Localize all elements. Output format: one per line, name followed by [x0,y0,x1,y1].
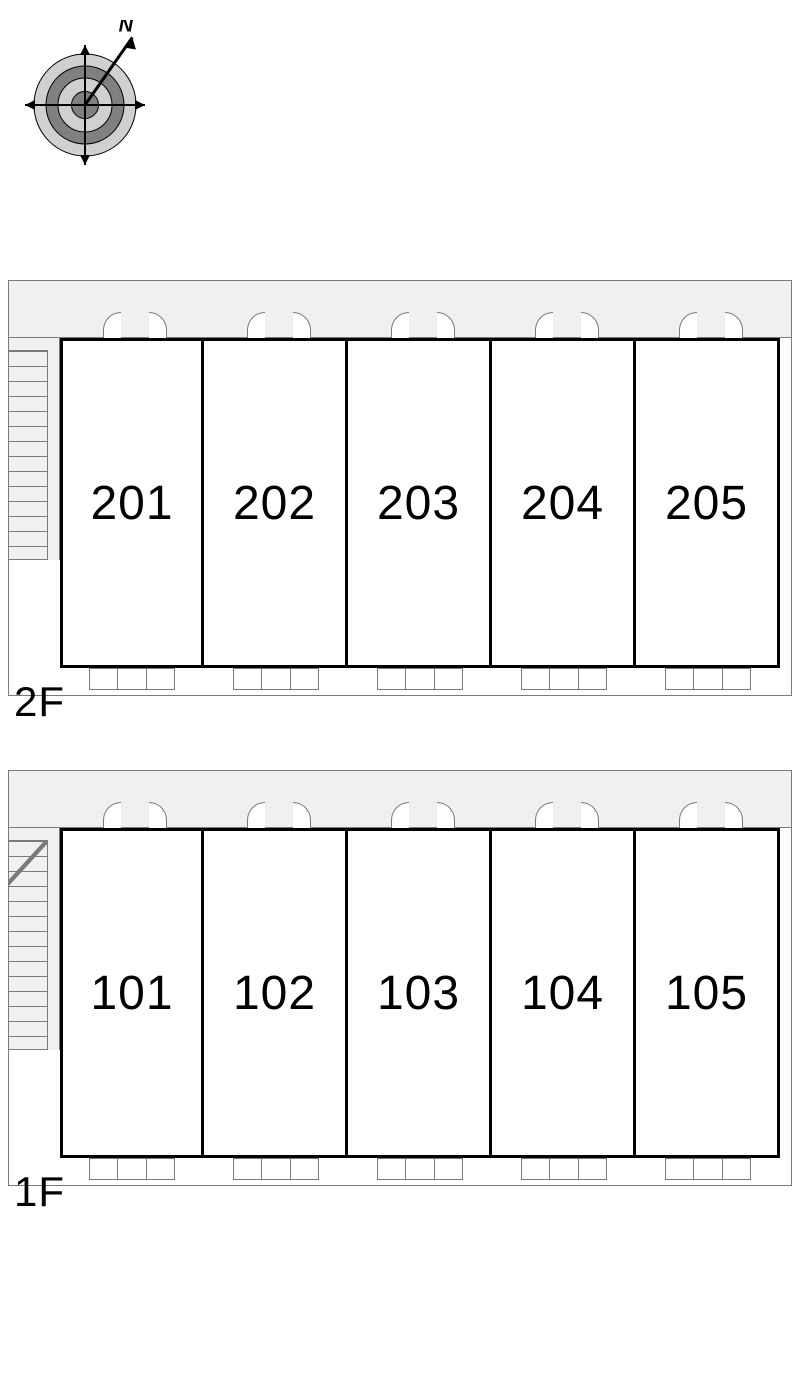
unit-103: 103 [348,828,492,1158]
unit-label: 104 [521,966,604,1021]
unit-label: 205 [665,476,748,531]
unit-203: 203 [348,338,492,668]
unit-label: 105 [665,966,748,1021]
door-markers [60,308,780,338]
unit-label: 203 [377,476,460,531]
balcony-markers [60,668,780,690]
unit-204: 204 [492,338,636,668]
unit-205: 205 [636,338,780,668]
unit-201: 201 [60,338,204,668]
unit-label: 204 [521,476,604,531]
unit-row: 201 202 203 204 205 [60,338,780,668]
floor-1F: 1011021031041051F [8,770,792,1210]
floor-label-1F: 1F [14,1168,65,1216]
floor-label-2F: 2F [14,678,65,726]
svg-text:N: N [119,20,134,36]
unit-105: 105 [636,828,780,1158]
unit-102: 102 [204,828,348,1158]
compass: N [20,20,170,170]
unit-label: 101 [90,966,173,1021]
floorplan-canvas: N 201 202 203 204 205 2F 101 102 103 104 105 1F [0,0,800,1373]
stairs [8,840,48,1050]
floor-2F: 2012022032042052F [8,280,792,720]
door-markers [60,798,780,828]
unit-label: 201 [90,476,173,531]
unit-101: 101 [60,828,204,1158]
unit-row: 101 102 103 104 105 [60,828,780,1158]
unit-label: 102 [233,966,316,1021]
unit-104: 104 [492,828,636,1158]
balcony-markers [60,1158,780,1180]
unit-label: 103 [377,966,460,1021]
unit-202: 202 [204,338,348,668]
stairs [8,350,48,560]
unit-label: 202 [233,476,316,531]
